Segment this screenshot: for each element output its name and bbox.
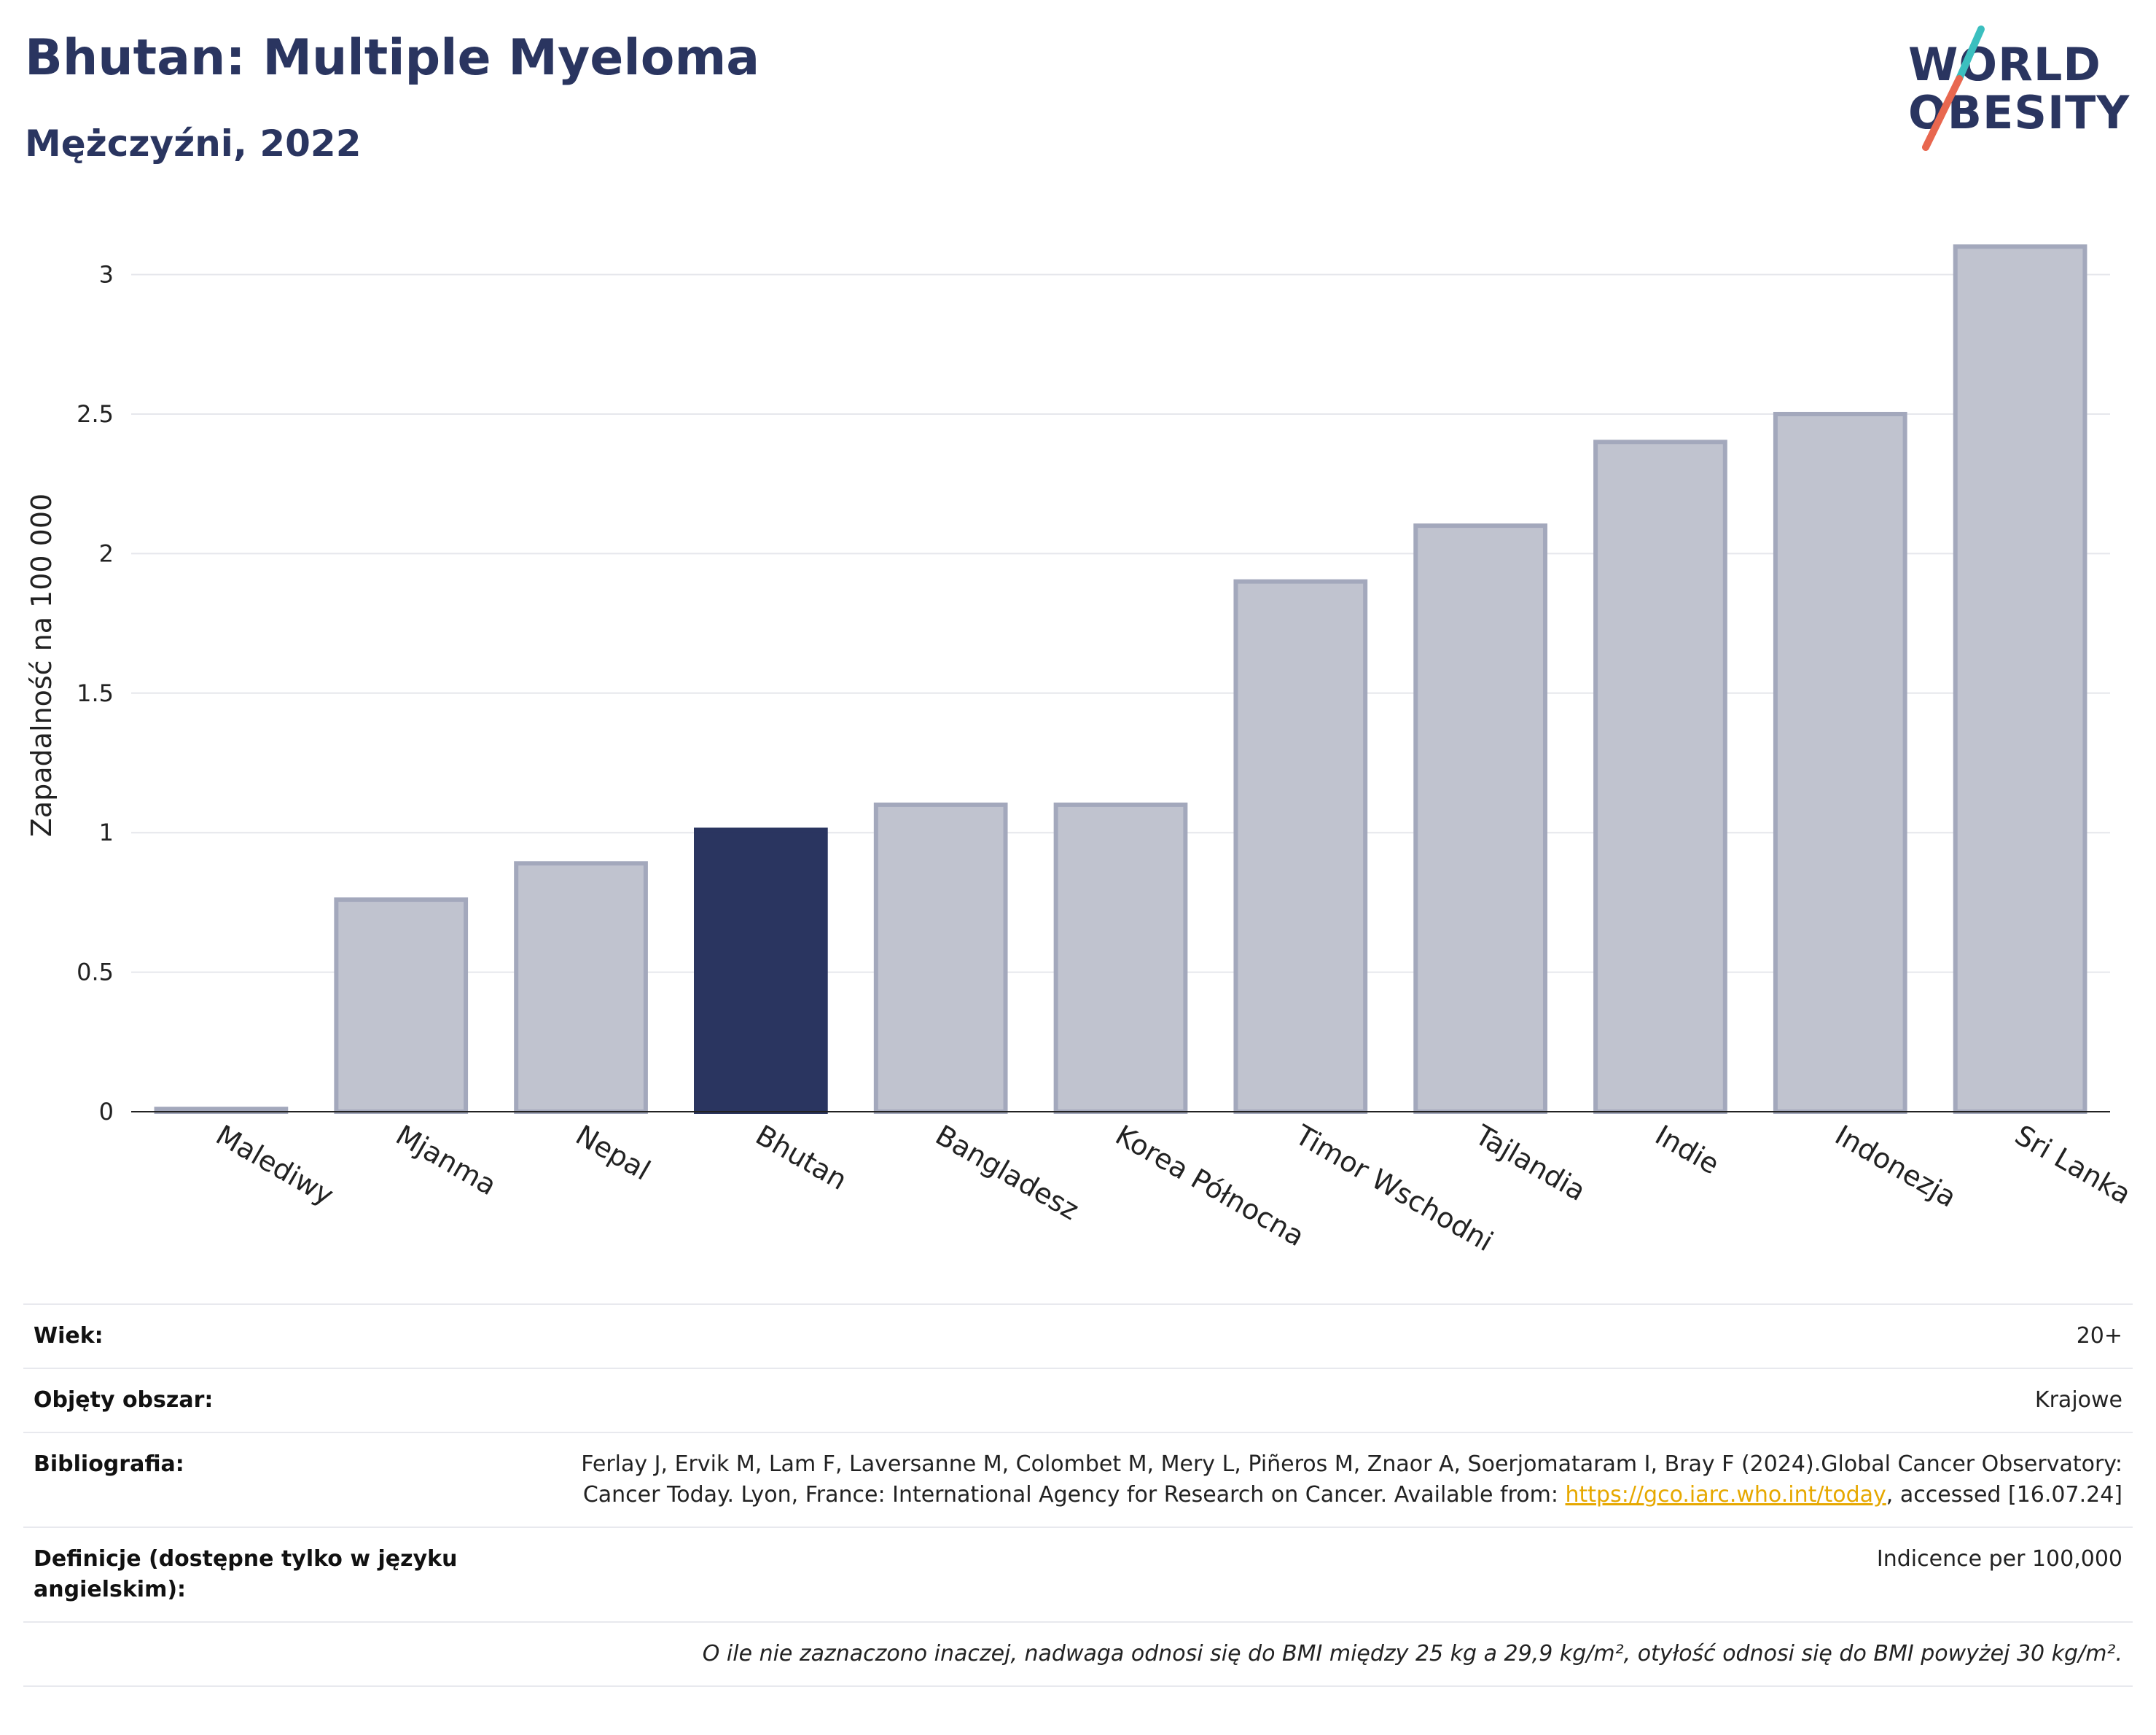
y-tick-label: 3 — [99, 261, 114, 289]
y-tick-label: 1.5 — [77, 679, 114, 707]
logo-slash-icon — [1922, 26, 1985, 151]
world-obesity-logo: WORLD OBESITY — [1895, 22, 2136, 153]
info-label: Wiek: — [34, 1323, 103, 1349]
bar — [334, 897, 469, 1114]
y-axis-label: Zapadalność na 100 000 — [26, 494, 58, 837]
y-tick-label: 2 — [99, 539, 114, 567]
x-tick-label: Korea Północna — [1110, 1119, 1310, 1253]
x-tick-label: Tajlandia — [1469, 1118, 1591, 1207]
y-tick-label: 0.5 — [77, 959, 114, 986]
y-tick-label: 0 — [99, 1098, 114, 1126]
x-tick-label: Sri Lanka — [2009, 1119, 2136, 1211]
info-row-area: Objęty obszar: Krajowe — [23, 1368, 2133, 1432]
info-label: Objęty obszar: — [34, 1387, 214, 1413]
info-label: Definicje (dostępne tylko w języku angie… — [34, 1546, 458, 1602]
info-value: 20+ — [2076, 1323, 2122, 1349]
bar — [1233, 579, 1368, 1114]
bar-chart: 0 0.5 1 1.5 2 2.5 3 Zapadalność na 100 000 Maled… — [26, 244, 2136, 1258]
bar — [1953, 244, 2087, 1114]
footnote: O ile nie zaznaczono inaczej, nadwaga od… — [702, 1641, 2122, 1666]
info-label: Bibliografia: — [34, 1451, 184, 1477]
info-row-bibliography: Bibliografia: Ferlay J, Ervik M, Lam F, … — [23, 1432, 2133, 1527]
y-tick-label: 1 — [99, 819, 114, 846]
bar — [1593, 440, 1727, 1114]
y-tick-label: 2.5 — [77, 400, 114, 428]
bar — [873, 802, 1008, 1114]
x-tick-label: Mjanma — [391, 1119, 502, 1202]
page-title: Bhutan: Multiple Myeloma — [25, 29, 760, 87]
x-tick-label: Indonezja — [1829, 1119, 1961, 1214]
bibliography-accessed: , accessed [16.07.24] — [1886, 1482, 2122, 1508]
x-tick-label: Bhutan — [750, 1119, 852, 1196]
x-tick-label: Bangladesz — [930, 1119, 1084, 1226]
info-value: Ferlay J, Ervik M, Lam F, Laversanne M, … — [496, 1432, 2133, 1527]
bar — [514, 861, 648, 1114]
info-row-age: Wiek: 20+ — [23, 1304, 2133, 1368]
bar — [1773, 411, 1907, 1114]
info-value: Krajowe — [2034, 1387, 2122, 1413]
bibliography-text: Ferlay J, Ervik M, Lam F, Laversanne M, … — [581, 1451, 2122, 1508]
bibliography-link[interactable]: https://gco.iarc.who.int/today — [1565, 1482, 1886, 1508]
x-tick-label: Timor Wschodni — [1289, 1118, 1499, 1258]
bar — [694, 827, 828, 1114]
info-value: Indicence per 100,000 — [1876, 1546, 2122, 1572]
bar — [1053, 802, 1188, 1114]
page-subtitle: Mężczyźni, 2022 — [25, 122, 362, 165]
logo-line-1: WORLD — [1908, 38, 2101, 91]
x-tick-label: Nepal — [571, 1119, 656, 1187]
bar — [1413, 523, 1547, 1114]
x-tick-label: Malediwy — [211, 1119, 339, 1212]
info-row-footnote: O ile nie zaznaczono inaczej, nadwaga od… — [23, 1622, 2133, 1686]
info-row-definitions: Definicje (dostępne tylko w języku angie… — [23, 1527, 2133, 1622]
info-table: Wiek: 20+ Objęty obszar: Krajowe Bibliog… — [23, 1303, 2133, 1687]
x-tick-label: Indie — [1649, 1119, 1725, 1181]
